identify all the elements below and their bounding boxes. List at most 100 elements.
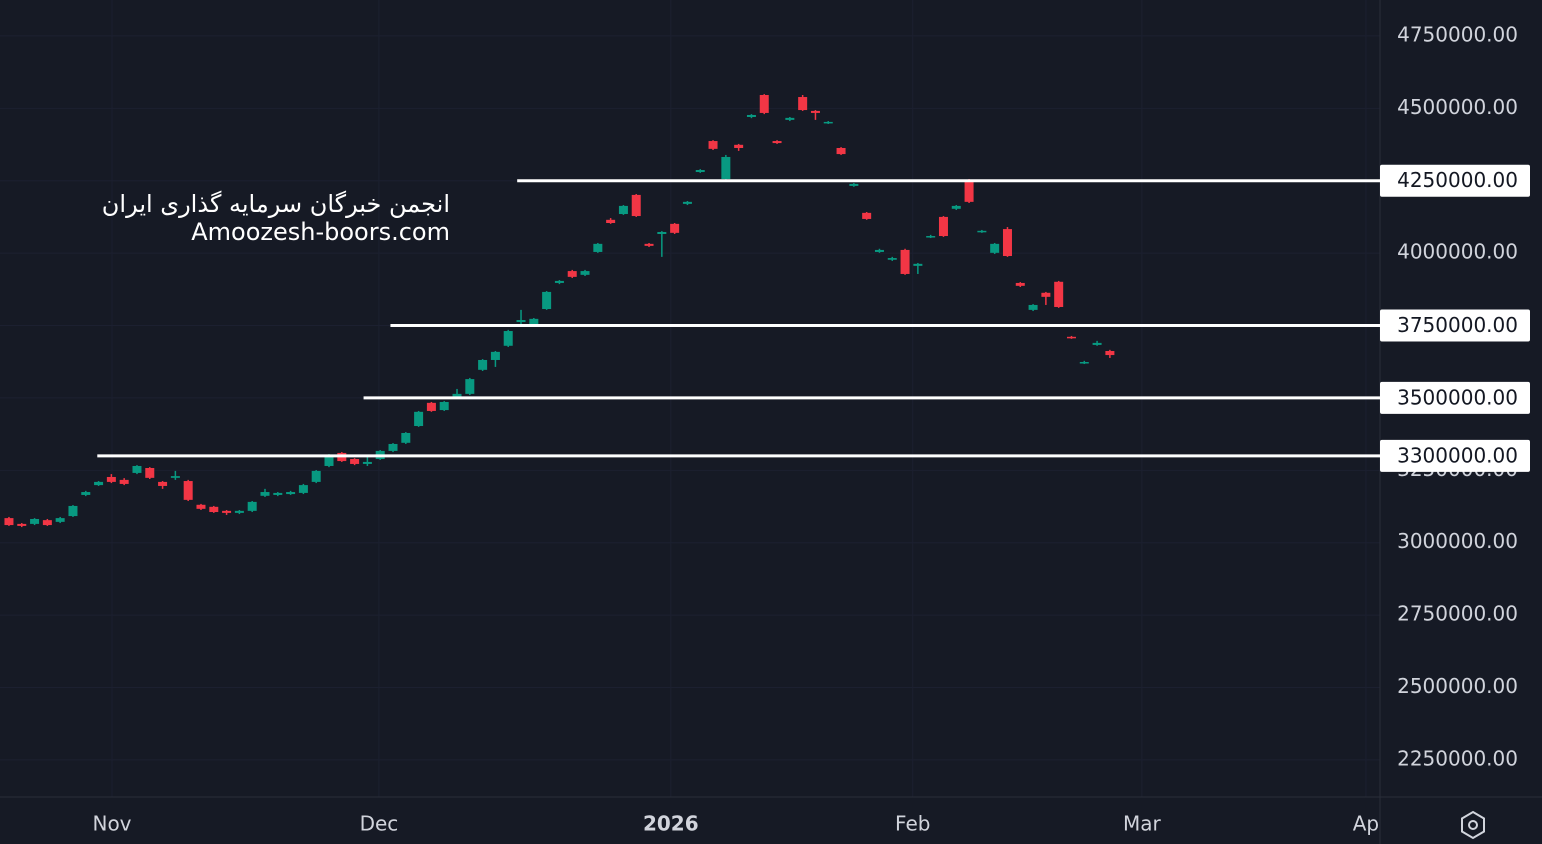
x-tick-label: Feb bbox=[895, 812, 930, 836]
candle-body bbox=[964, 179, 974, 202]
candle-body bbox=[81, 492, 91, 495]
candle-body bbox=[746, 114, 756, 118]
horizontal-line-label: 3500000.00 bbox=[1397, 385, 1518, 409]
candle-body bbox=[145, 468, 155, 478]
candle-body bbox=[439, 401, 449, 411]
candle-body bbox=[900, 249, 910, 274]
candle-body bbox=[183, 481, 193, 500]
candle-body bbox=[529, 318, 539, 325]
settings-center[interactable] bbox=[1468, 820, 1478, 830]
candle-body bbox=[734, 144, 744, 148]
candle-body bbox=[606, 219, 616, 223]
y-tick-label: 2750000.00 bbox=[1397, 602, 1518, 626]
settings-icon[interactable] bbox=[1461, 810, 1485, 840]
candle-body bbox=[30, 518, 40, 524]
candle-body bbox=[260, 492, 270, 496]
candle-body bbox=[567, 271, 577, 277]
candle-body bbox=[1092, 342, 1102, 345]
candle-body bbox=[823, 121, 833, 124]
candle-body bbox=[1054, 281, 1064, 307]
candle-body bbox=[350, 459, 360, 464]
horizontal-line-label: 3300000.00 bbox=[1397, 443, 1518, 467]
candle-body bbox=[810, 110, 820, 113]
candle-body bbox=[1079, 362, 1089, 364]
watermark-line: Amoozesh-boors.com bbox=[191, 218, 450, 246]
horizontal-line-label: 3750000.00 bbox=[1397, 313, 1518, 337]
candle-body bbox=[1041, 292, 1051, 297]
candle-body bbox=[708, 141, 718, 149]
candle-body bbox=[951, 205, 961, 209]
candle-body bbox=[1028, 304, 1038, 310]
candle-body bbox=[772, 141, 782, 144]
candle-body bbox=[542, 291, 552, 310]
candle-body bbox=[657, 231, 667, 235]
y-tick-label: 2500000.00 bbox=[1397, 674, 1518, 698]
candle-body bbox=[132, 465, 142, 473]
y-tick-label: 3000000.00 bbox=[1397, 529, 1518, 553]
candle-body bbox=[170, 476, 180, 478]
candle-body bbox=[682, 201, 692, 204]
candle-body bbox=[196, 504, 206, 509]
candle-body bbox=[503, 331, 513, 346]
candle-body bbox=[913, 263, 923, 266]
candle-body bbox=[593, 243, 603, 252]
candle-body bbox=[119, 479, 129, 484]
candle-body bbox=[452, 393, 462, 398]
candle-body bbox=[990, 243, 1000, 253]
y-tick-label: 4000000.00 bbox=[1397, 240, 1518, 264]
candle-body bbox=[1015, 282, 1025, 286]
candle-body bbox=[670, 223, 680, 233]
y-tick-label: 4500000.00 bbox=[1397, 95, 1518, 119]
candle-body bbox=[938, 216, 948, 237]
settings-hexagon[interactable] bbox=[1461, 810, 1485, 840]
horizontal-line-label: 4250000.00 bbox=[1397, 168, 1518, 192]
candle-body bbox=[759, 94, 769, 113]
candle-body bbox=[4, 518, 14, 526]
x-tick-label: 2026 bbox=[643, 812, 699, 836]
candle-body bbox=[401, 432, 411, 443]
candle-body bbox=[247, 501, 257, 511]
candle-body bbox=[874, 249, 884, 252]
candle-body bbox=[631, 194, 641, 217]
candle-body bbox=[273, 492, 283, 495]
candle-body bbox=[580, 271, 590, 275]
candle-body bbox=[106, 476, 116, 482]
candle-body bbox=[1105, 351, 1115, 356]
candle-body bbox=[311, 470, 321, 482]
candle-body bbox=[836, 147, 846, 155]
candle-body bbox=[554, 280, 564, 283]
candle-body bbox=[17, 523, 27, 526]
x-tick-label: Mar bbox=[1123, 812, 1162, 836]
candle-body bbox=[862, 212, 872, 219]
candle-body bbox=[94, 481, 104, 486]
candle-body bbox=[798, 97, 808, 111]
candle-body bbox=[695, 169, 705, 173]
candle-body bbox=[849, 183, 859, 186]
candle-body bbox=[490, 351, 500, 360]
y-tick-label: 4750000.00 bbox=[1397, 22, 1518, 46]
candle-body bbox=[234, 510, 244, 513]
candle-body bbox=[926, 236, 936, 238]
candle-body bbox=[222, 510, 232, 513]
candle-body bbox=[68, 505, 78, 517]
candle-body bbox=[414, 411, 424, 427]
candle-body bbox=[388, 443, 398, 451]
candle-body bbox=[618, 205, 628, 215]
candle-body bbox=[516, 320, 526, 323]
horizontal-line-label-box bbox=[1380, 381, 1530, 414]
candle-body bbox=[426, 402, 436, 411]
candle-body bbox=[785, 117, 795, 120]
candle-body bbox=[324, 454, 334, 466]
candle-body bbox=[286, 492, 296, 495]
x-tick-label: Ap bbox=[1353, 812, 1379, 836]
candle-body bbox=[977, 230, 987, 233]
horizontal-line-label-box bbox=[1380, 309, 1530, 342]
candle-body bbox=[1002, 229, 1012, 257]
x-tick-label: Dec bbox=[360, 812, 399, 836]
candle-body bbox=[887, 258, 897, 260]
candle-body bbox=[42, 520, 52, 526]
candle-body bbox=[209, 506, 219, 513]
candle-body bbox=[721, 156, 731, 179]
